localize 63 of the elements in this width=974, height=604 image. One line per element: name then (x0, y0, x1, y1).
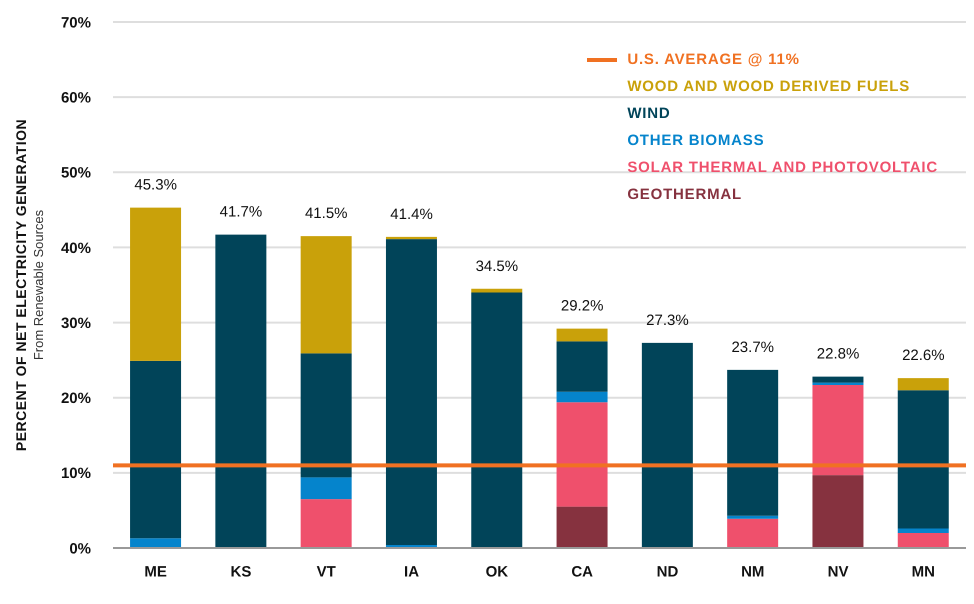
x-tick-label: NV (828, 564, 848, 581)
text: SOLAR THERMAL AND PHOTOVOLTAIC (626, 158, 939, 178)
total-label: 45.3% (134, 176, 177, 194)
bar (556, 328, 608, 342)
bar (215, 234, 266, 548)
y-tick-label: 0% (69, 540, 91, 558)
bar (812, 376, 864, 383)
y-tick-label: 60% (60, 89, 91, 106)
bar (556, 402, 608, 507)
total-label: 41.5% (304, 205, 348, 222)
bar (130, 360, 182, 538)
bar (556, 392, 608, 402)
bar (812, 475, 864, 548)
bar (898, 532, 949, 548)
x-tick-label: VT (316, 564, 336, 581)
total-label: 27.3% (646, 312, 689, 329)
y-tick-label: 30% (60, 314, 91, 332)
bar (556, 506, 608, 548)
text: WIND (626, 104, 672, 124)
x-tick-label: ME (144, 564, 167, 581)
total-label: 34.5% (476, 258, 518, 275)
total-label: 22.6% (902, 347, 945, 364)
bar (130, 538, 182, 548)
y-axis-title: PERCENT OF NET ELECTRICITY GENERATION (13, 118, 30, 452)
total-label: 41.4% (390, 206, 433, 223)
bar (386, 239, 437, 545)
bar (898, 528, 949, 533)
x-tick-label: IA (404, 564, 420, 581)
x-tick-label: NM (741, 564, 764, 581)
bar (471, 292, 522, 548)
total-label: 41.7% (220, 204, 262, 221)
x-tick-label: CA (571, 564, 594, 581)
bar (812, 384, 864, 476)
y-tick-label: 10% (60, 465, 91, 482)
y-tick-label: 70% (60, 14, 91, 32)
bar (727, 370, 778, 516)
bar (130, 208, 182, 361)
bar (300, 499, 352, 548)
text: GEOTHERMAL (626, 185, 743, 205)
total-label: 22.8% (816, 346, 860, 363)
x-tick-label: ND (656, 564, 678, 581)
bar (300, 236, 352, 354)
bar (471, 288, 522, 293)
x-tick-label: MN (912, 564, 936, 581)
bar (727, 518, 778, 548)
x-tick-label: OK (486, 564, 508, 581)
bar (898, 378, 949, 390)
bar (556, 341, 608, 392)
bar (898, 390, 949, 528)
y-tick-label: 20% (60, 390, 91, 408)
bar (727, 516, 778, 519)
text: From Renewable Sources (30, 208, 47, 362)
x-tick-label: KS (230, 564, 252, 581)
text: OTHER BIOMASS (626, 131, 766, 151)
bar (642, 342, 693, 548)
y-tick-label: 40% (60, 240, 91, 257)
total-label: 23.7% (731, 338, 774, 356)
legend-label: U.S. AVERAGE @ 11% (626, 50, 801, 70)
bar (300, 477, 352, 500)
total-label: 29.2% (560, 298, 604, 315)
bar (300, 353, 352, 478)
y-tick-label: 50% (60, 164, 91, 182)
text: WOOD AND WOOD DERIVED FUELS (626, 77, 912, 97)
